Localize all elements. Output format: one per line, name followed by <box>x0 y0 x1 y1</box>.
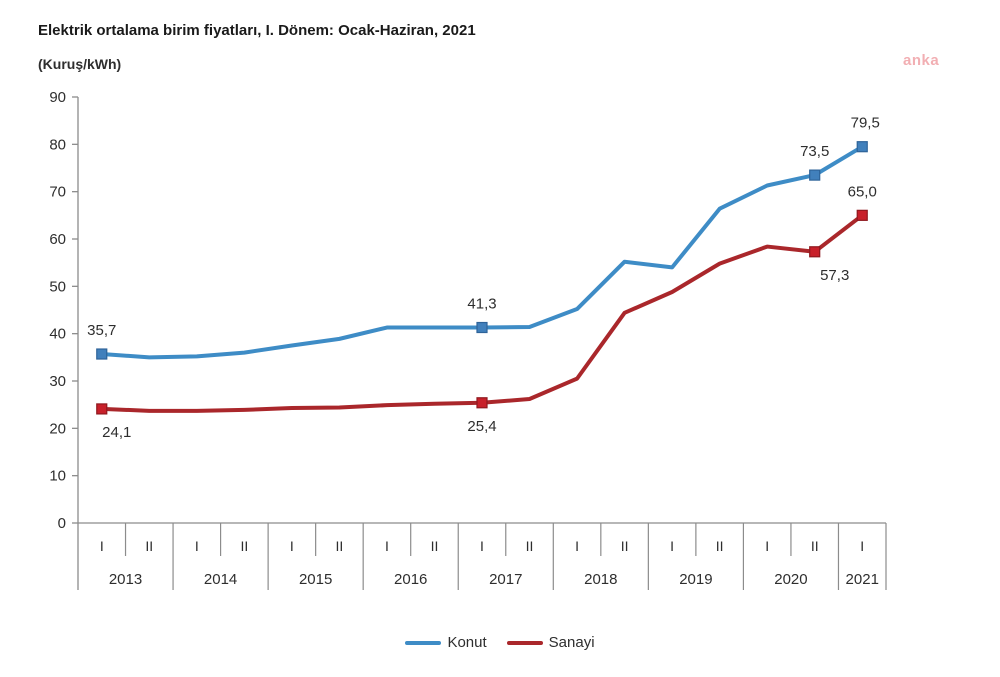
x-axis-year-label: 2021 <box>846 571 879 588</box>
x-axis-period-label: II <box>716 538 724 554</box>
data-label-sanayi-2013-I: 24,1 <box>102 424 131 441</box>
x-axis-year-label: 2013 <box>109 571 142 588</box>
marker-konut-2021-I <box>856 141 868 153</box>
y-axis-tick-label: 0 <box>58 515 66 532</box>
y-axis-unit-label: (Kuruş/kWh) <box>38 56 122 72</box>
marker-sanayi-2020-II <box>809 246 821 258</box>
x-axis-year-label: 2014 <box>204 571 237 588</box>
x-axis-period-label: II <box>336 538 344 554</box>
marker-konut-2020-II <box>809 169 821 181</box>
legend-label-konut: Konut <box>447 634 487 651</box>
data-label-konut-2013-I: 35,7 <box>87 322 116 339</box>
x-axis-period-label: II <box>145 538 153 554</box>
data-label-sanayi-2020-II: 57,3 <box>820 267 849 284</box>
series-line-sanayi <box>99 213 865 413</box>
data-label-sanayi-2017-I: 25,4 <box>467 418 496 435</box>
marker-sanayi-2013-I <box>96 403 108 415</box>
x-axis-year-label: 2015 <box>299 571 332 588</box>
legend-label-sanayi: Sanayi <box>548 634 595 651</box>
x-axis-period-label: II <box>240 538 248 554</box>
data-label-konut-2017-I: 41,3 <box>467 296 496 313</box>
legend-item-sanayi: Sanayi <box>506 634 595 651</box>
marker-konut-2017-I <box>476 321 488 334</box>
x-axis-period-label: I <box>100 538 104 554</box>
y-axis-tick-label: 10 <box>49 468 66 485</box>
x-axis-period-label: II <box>811 538 819 554</box>
x-axis-period-label: I <box>860 538 864 554</box>
marker-konut-2013-I <box>96 348 108 360</box>
x-axis-year-label: 2020 <box>774 571 807 588</box>
y-axis-tick-label: 70 <box>49 184 66 201</box>
y-axis-tick-label: 80 <box>49 136 66 153</box>
marker-sanayi-2021-I <box>856 209 868 221</box>
y-axis-tick-label: 50 <box>49 278 66 295</box>
x-axis-year-label: 2019 <box>679 571 712 588</box>
x-axis-year-label: 2018 <box>584 571 617 588</box>
data-label-konut-2020-II: 73,5 <box>800 143 829 160</box>
sanayi-line-swatch-icon <box>506 640 543 645</box>
y-axis-tick-label: 90 <box>49 89 66 106</box>
chart-title: Elektrik ortalama birim fiyatları, I. Dö… <box>38 22 476 39</box>
x-axis-year-label: 2017 <box>489 571 522 588</box>
x-axis-period-label: I <box>765 538 769 554</box>
y-axis-tick-label: 20 <box>49 420 66 437</box>
x-axis-period-label: I <box>670 538 674 554</box>
x-axis-year-label: 2016 <box>394 571 427 588</box>
y-axis-tick-label: 40 <box>49 326 66 343</box>
data-label-sanayi-2021-I: 65,0 <box>848 183 877 200</box>
konut-line-swatch-icon <box>405 640 442 645</box>
y-axis-tick-label: 30 <box>49 373 66 390</box>
y-axis-tick-label: 60 <box>49 231 66 248</box>
data-label-konut-2021-I: 79,5 <box>851 115 880 132</box>
anka-watermark: anka <box>903 52 940 69</box>
x-axis-period-label: I <box>385 538 389 554</box>
marker-sanayi-2017-I <box>476 397 488 409</box>
x-axis-period-label: II <box>431 538 439 554</box>
x-axis-period-label: II <box>621 538 629 554</box>
legend-item-konut: Konut <box>405 634 487 651</box>
x-axis-period-label: I <box>480 538 484 554</box>
x-axis-period-label: I <box>290 538 294 554</box>
x-axis-period-label: I <box>195 538 199 554</box>
chart-legend: Konut Sanayi <box>0 634 1000 651</box>
x-axis-period-label: I <box>575 538 579 554</box>
x-axis-period-label: II <box>526 538 534 554</box>
